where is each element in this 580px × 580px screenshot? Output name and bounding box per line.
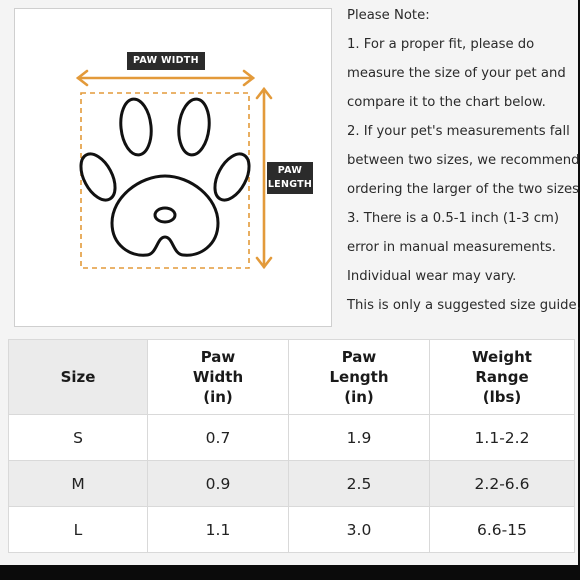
header-paw-length: Paw Length (in) <box>288 339 430 415</box>
cell-size: L <box>8 506 148 553</box>
table-header-row: Size Paw Width (in) Paw Length (in) Weig… <box>8 339 575 415</box>
note-line: Individual wear may vary. <box>347 269 517 284</box>
size-chart-table: Size Paw Width (in) Paw Length (in) Weig… <box>8 339 575 553</box>
note-line: 2. If your pet's measurements fall <box>347 124 570 139</box>
note-line: compare it to the chart below. <box>347 95 546 110</box>
please-note-section: Please Note: 1. For a proper fit, please… <box>347 6 580 325</box>
note-line: ordering the larger of the two sizes. <box>347 182 580 197</box>
cell-paw-width: 0.9 <box>147 460 289 507</box>
header-weight-range: Weight Range (lbs) <box>429 339 575 415</box>
cell-paw-width: 1.1 <box>147 506 289 553</box>
cell-paw-length: 1.9 <box>288 414 430 461</box>
note-line: between two sizes, we recommend <box>347 153 580 168</box>
note-line: 3. There is a 0.5-1 inch (1-3 cm) <box>347 211 559 226</box>
table-row: L 1.1 3.0 6.6-15 <box>8 506 575 553</box>
measure-box <box>80 92 250 269</box>
paw-measurement-diagram: PAW WIDTH PAW LENGTH <box>14 8 332 327</box>
header-paw-width: Paw Width (in) <box>147 339 289 415</box>
note-line: error in manual measurements. <box>347 240 556 255</box>
header-size: Size <box>8 339 148 415</box>
cell-weight-range: 6.6-15 <box>429 506 575 553</box>
cell-size: S <box>8 414 148 461</box>
paw-icon <box>79 97 251 257</box>
table-row: S 0.7 1.9 1.1-2.2 <box>8 414 575 461</box>
note-line: measure the size of your pet and <box>347 66 566 81</box>
note-line: 1. For a proper fit, please do <box>347 37 535 52</box>
paw-length-arrow-icon <box>255 86 273 270</box>
paw-width-label: PAW WIDTH <box>127 52 205 70</box>
size-guide-page: PAW WIDTH PAW LENGTH Please Note: 1. For… <box>0 0 580 565</box>
paw-length-label: PAW LENGTH <box>267 162 313 194</box>
cell-paw-width: 0.7 <box>147 414 289 461</box>
cell-weight-range: 1.1-2.2 <box>429 414 575 461</box>
table-row: M 0.9 2.5 2.2-6.6 <box>8 460 575 507</box>
cell-paw-length: 3.0 <box>288 506 430 553</box>
paw-width-arrow-icon <box>75 69 256 87</box>
cell-paw-length: 2.5 <box>288 460 430 507</box>
cell-weight-range: 2.2-6.6 <box>429 460 575 507</box>
cell-size: M <box>8 460 148 507</box>
paw-diagram-svg <box>75 69 273 270</box>
note-line: This is only a suggested size guide. <box>347 298 580 313</box>
note-heading: Please Note: <box>347 8 430 23</box>
